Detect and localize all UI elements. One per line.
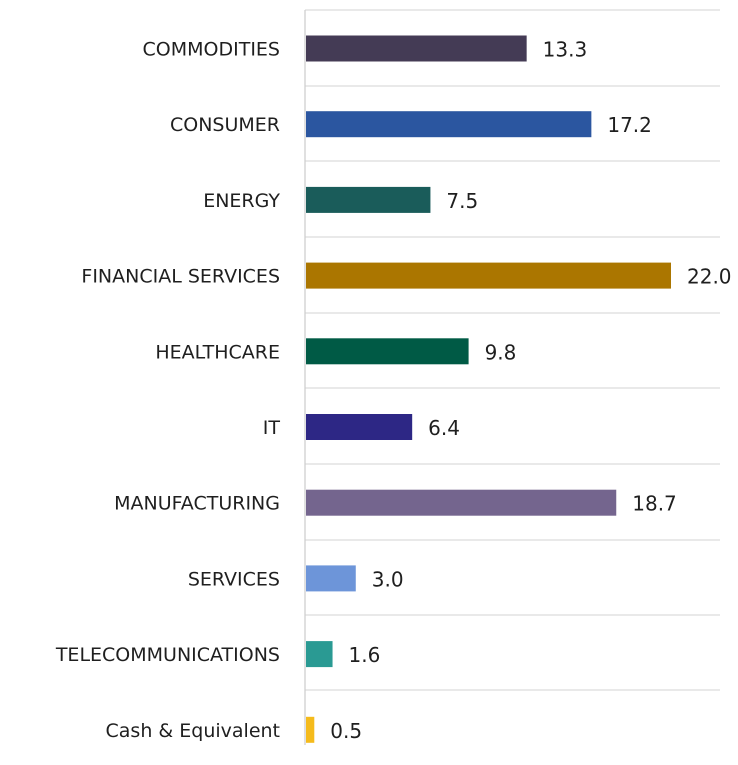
category-label: SERVICES bbox=[188, 568, 280, 590]
bar bbox=[306, 186, 431, 213]
category-labels: COMMODITIES CONSUMER ENERGY FINANCIAL SERVI… bbox=[55, 39, 281, 742]
category-label: Cash & Equivalent bbox=[106, 720, 280, 742]
category-label: MANUFACTURING bbox=[114, 493, 280, 515]
value-labels: 13.3 17.2 7.5 22.0 9.8 6.4 18.7 3.0 1.6 0.5 bbox=[330, 38, 731, 743]
category-label: TELECOMMUNICATIONS bbox=[55, 644, 280, 666]
value-label: 17.2 bbox=[607, 113, 652, 137]
bar bbox=[306, 262, 671, 289]
bar bbox=[306, 565, 356, 592]
value-label: 3.0 bbox=[372, 567, 404, 591]
bar bbox=[306, 641, 333, 668]
category-label: IT bbox=[263, 417, 281, 439]
bar bbox=[306, 35, 527, 62]
category-label: FINANCIAL SERVICES bbox=[81, 266, 280, 288]
value-label: 22.0 bbox=[687, 265, 732, 289]
value-label: 9.8 bbox=[485, 340, 517, 364]
value-label: 6.4 bbox=[428, 416, 460, 440]
value-label: 13.3 bbox=[543, 38, 588, 62]
value-label: 7.5 bbox=[446, 189, 478, 213]
bar bbox=[306, 489, 617, 516]
value-label: 18.7 bbox=[632, 492, 677, 516]
bar bbox=[306, 111, 592, 138]
category-label: HEALTHCARE bbox=[155, 341, 280, 363]
bars bbox=[306, 35, 671, 743]
category-label: ENERGY bbox=[203, 190, 280, 212]
value-label: 0.5 bbox=[330, 719, 362, 743]
category-label: COMMODITIES bbox=[143, 39, 280, 61]
bar bbox=[306, 716, 315, 743]
value-label: 1.6 bbox=[349, 643, 381, 667]
gridlines bbox=[305, 9, 720, 691]
category-label: CONSUMER bbox=[170, 114, 280, 136]
bar bbox=[306, 338, 469, 365]
bar bbox=[306, 414, 413, 440]
